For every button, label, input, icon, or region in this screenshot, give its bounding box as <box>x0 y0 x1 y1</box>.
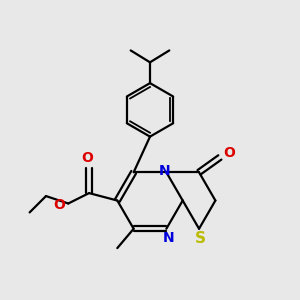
Text: O: O <box>53 198 65 212</box>
Text: N: N <box>159 164 171 178</box>
Text: O: O <box>223 146 235 160</box>
Text: O: O <box>81 151 93 165</box>
Text: N: N <box>163 231 175 245</box>
Text: S: S <box>195 231 206 246</box>
